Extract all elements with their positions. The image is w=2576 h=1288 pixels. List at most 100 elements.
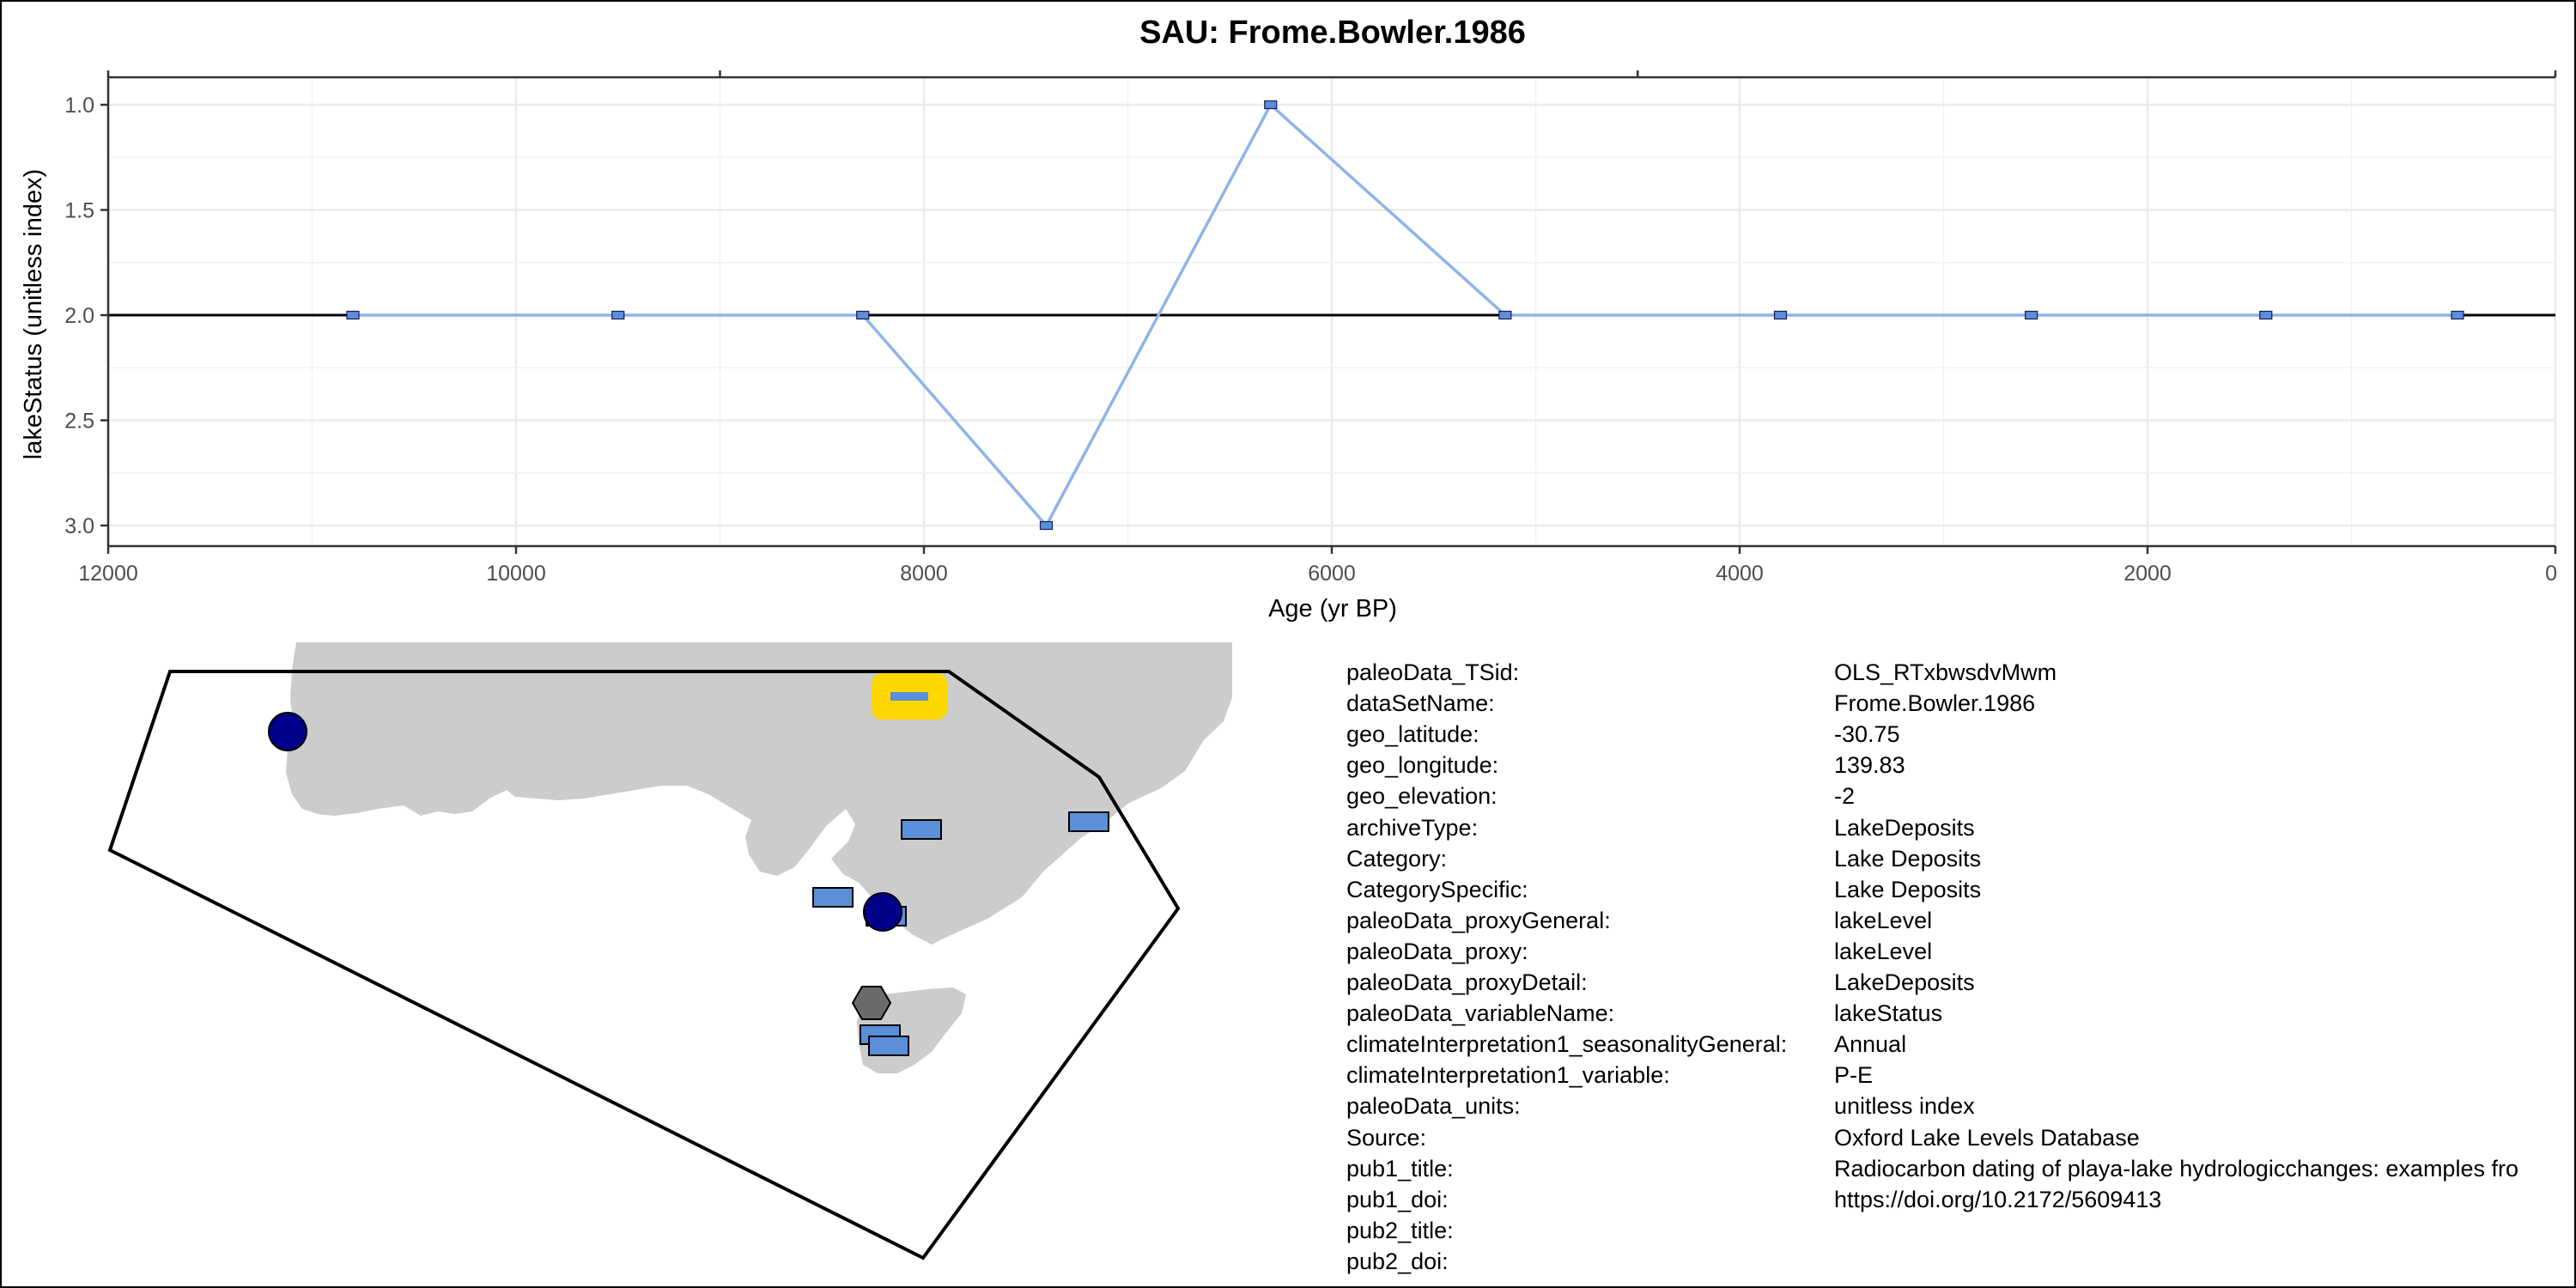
y-tick-label: 1.5: [64, 199, 94, 223]
metadata-value: Frome.Bowler.1986: [1834, 690, 2036, 717]
series-line: [353, 102, 2458, 529]
data-point: [346, 310, 360, 320]
y-axis-ticks: 1.0 1.5 2.0 2.5 3.0: [64, 94, 108, 538]
metadata-row: geo_elevation: -2: [1346, 783, 2574, 814]
plot-grid: [106, 77, 2557, 546]
data-point: [1773, 310, 1788, 320]
metadata-value: Oxford Lake Levels Database: [1834, 1124, 2140, 1151]
metadata-row: paleoData_variableName: lakeStatus: [1346, 1000, 2574, 1031]
metadata-value: Lake Deposits: [1834, 876, 1982, 902]
metadata-value: unitless index: [1834, 1093, 1975, 1120]
metadata-key: paleoData_variableName:: [1346, 1000, 1615, 1027]
metadata-row: Source: Oxford Lake Levels Database: [1346, 1125, 2574, 1156]
data-point: [1039, 520, 1054, 531]
y-tick-label: 2.0: [64, 304, 94, 328]
metadata-key: pub2_doi:: [1346, 1248, 1449, 1274]
metadata-value: -2: [1834, 783, 1856, 810]
metadata-key: dataSetName:: [1346, 690, 1495, 717]
map-marker: [1068, 811, 1109, 832]
region-outline: [107, 670, 1181, 1261]
metadata-key: pub1_doi:: [1346, 1186, 1449, 1212]
metadata-key: pub1_title:: [1346, 1155, 1454, 1182]
chart-title: SAU: Frome.Bowler.1986: [1139, 15, 1526, 51]
data-point: [856, 310, 870, 320]
metadata-row: paleoData_proxyGeneral: lakeLevel: [1346, 908, 2574, 939]
map-marker: [863, 892, 902, 932]
metadata-row: pub1_title: Radiocarbon dating of playa-l…: [1346, 1156, 2574, 1187]
map-markers: [268, 673, 1109, 1056]
metadata-value: OLS_RTxbwsdvMwm: [1834, 659, 2057, 685]
metadata-row: geo_latitude: -30.75: [1346, 721, 2574, 752]
metadata-key: paleoData_proxyDetail:: [1346, 969, 1588, 995]
metadata-key: climateInterpretation1_variable:: [1346, 1062, 1670, 1089]
metadata-key: paleoData_proxyGeneral:: [1346, 907, 1611, 933]
metadata-value: lakeStatus: [1834, 1000, 1943, 1027]
metadata-row: pub1_doi: https://doi.org/10.2172/5609413: [1346, 1187, 2574, 1218]
data-point: [2025, 310, 2038, 320]
metadata-key: paleoData_units:: [1346, 1093, 1521, 1120]
metadata-value: Lake Deposits: [1834, 845, 1982, 872]
metadata-key: paleoData_proxy:: [1346, 938, 1528, 964]
map-marker: [268, 712, 307, 751]
metadata-value: https://doi.org/10.2172/5609413: [1834, 1186, 2162, 1212]
x-axis-ticks: 12000 10000 8000 6000 4000 2000 0: [78, 546, 2557, 586]
data-point: [611, 310, 625, 320]
metadata-row: paleoData_TSid: OLS_RTxbwsdvMwm: [1346, 659, 2574, 690]
x-tick-label: 12000: [78, 562, 138, 586]
map-marker: [901, 819, 942, 840]
metadata-key: geo_longitude:: [1346, 752, 1499, 779]
metadata-row: Category: Lake Deposits: [1346, 846, 2574, 877]
map-marker: [868, 1036, 909, 1056]
metadata-key: climateInterpretation1_seasonalityGenera…: [1346, 1031, 1788, 1058]
x-axis-label: Age (yr BP): [1268, 595, 1397, 623]
data-point: [1264, 100, 1278, 110]
metadata-key: pub2_title:: [1346, 1217, 1454, 1243]
y-tick-label: 1.0: [64, 94, 94, 118]
metadata-value: Radiocarbon dating of playa-lake hydrolo…: [1834, 1155, 2518, 1182]
metadata-key: Source:: [1346, 1124, 1427, 1151]
y-tick-label: 3.0: [64, 514, 94, 538]
metadata-row: archiveType: LakeDeposits: [1346, 815, 2574, 846]
data-point: [2451, 310, 2464, 320]
metadata-value: -30.75: [1834, 721, 1900, 748]
metadata-value: 139.83: [1834, 752, 1905, 779]
metadata-key: CategorySpecific:: [1346, 876, 1528, 902]
map-marker: [812, 887, 854, 908]
x-tick-label: 0: [2545, 562, 2557, 586]
map-marker: [890, 692, 928, 701]
metadata-row: climateInterpretation1_seasonalityGenera…: [1346, 1031, 2574, 1062]
metadata-key: Category:: [1346, 845, 1448, 872]
land-mass: [286, 642, 1232, 945]
metadata-value: P-E: [1834, 1062, 1874, 1089]
map-marker: [851, 985, 892, 1021]
x-tick-label: 6000: [1308, 562, 1356, 586]
metadata-value: LakeDeposits: [1834, 814, 1975, 841]
y-axis-label: lakeStatus (unitless index): [20, 169, 47, 460]
metadata-row: climateInterpretation1_variable: P-E: [1346, 1062, 2574, 1093]
metadata-key: geo_latitude:: [1346, 721, 1479, 748]
x-tick-label: 10000: [486, 562, 546, 586]
metadata-key: paleoData_TSid:: [1346, 659, 1520, 685]
map-panel: [107, 642, 1232, 1261]
data-series: [346, 100, 2464, 531]
data-point: [2259, 310, 2273, 320]
metadata-row: paleoData_units: unitless index: [1346, 1093, 2574, 1124]
x-tick-label: 8000: [900, 562, 948, 586]
metadata-row: dataSetName: Frome.Bowler.1986: [1346, 690, 2574, 721]
metadata-key: geo_elevation:: [1346, 783, 1498, 810]
metadata-row: paleoData_proxy: lakeLevel: [1346, 939, 2574, 969]
metadata-value: Annual: [1834, 1031, 1907, 1058]
metadata-row: pub2_title:: [1346, 1218, 2574, 1249]
metadata-key: archiveType:: [1346, 814, 1479, 841]
metadata-value: LakeDeposits: [1834, 969, 1975, 995]
metadata-row: paleoData_proxyDetail: LakeDeposits: [1346, 969, 2574, 1000]
x-tick-label: 4000: [1716, 562, 1764, 586]
x-tick-label: 2000: [2123, 562, 2172, 586]
metadata-value: lakeLevel: [1834, 907, 1933, 933]
metadata-row: pub2_doi:: [1346, 1249, 2574, 1279]
metadata-row: CategorySpecific: Lake Deposits: [1346, 877, 2574, 908]
y-tick-label: 2.5: [64, 410, 94, 434]
data-point: [1498, 310, 1512, 320]
metadata-value: lakeLevel: [1834, 938, 1933, 964]
